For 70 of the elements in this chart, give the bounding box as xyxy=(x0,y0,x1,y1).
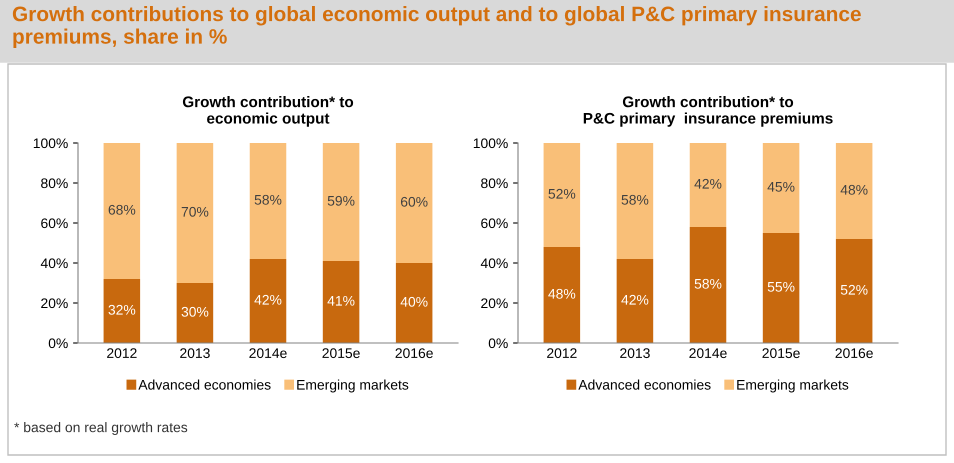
y-tick-label: 60% xyxy=(41,218,68,228)
bar xyxy=(762,233,800,343)
chart-title: Growth contribution* to economic output xyxy=(182,96,354,127)
y-tick-label: 0% xyxy=(48,338,68,348)
bar xyxy=(176,143,214,283)
legend-label: Advanced economies xyxy=(578,380,711,390)
text: 68% xyxy=(108,204,136,215)
text: 60% xyxy=(400,196,428,207)
chart-title: Growth contribution* to P&C primary insurance premiums xyxy=(584,96,833,127)
legend-label: Emerging markets xyxy=(297,380,408,392)
y-tick-label: 100% xyxy=(474,138,508,148)
y-tick-label: 0% xyxy=(488,338,508,348)
bar xyxy=(836,239,872,343)
bar xyxy=(690,143,726,227)
bar xyxy=(250,259,286,343)
text: 42% xyxy=(694,178,722,189)
x-tick-label: 2016e xyxy=(836,348,873,358)
text: 58% xyxy=(622,194,648,205)
bar xyxy=(544,247,580,343)
bar xyxy=(616,259,654,343)
text: 30% xyxy=(182,306,208,317)
bar xyxy=(176,283,214,343)
text: 42% xyxy=(621,294,648,305)
y-tick-label: 80% xyxy=(41,178,68,188)
y-tick-label: 60% xyxy=(481,218,508,228)
bar xyxy=(836,143,872,239)
legend-label: Emerging markets xyxy=(737,380,848,392)
text: Growth contributions to global economic output and to global P&C primary insurance premiums, share in % xyxy=(12,6,861,48)
text: 58% xyxy=(254,194,282,205)
y-tick-label: 40% xyxy=(40,258,68,268)
text: 59% xyxy=(328,196,354,206)
bar xyxy=(762,143,800,233)
x-tick-label: 2013 xyxy=(180,348,210,358)
x-tick-label: 2016e xyxy=(396,348,433,358)
text: 55% xyxy=(768,282,794,292)
x-tick-label: 2012 xyxy=(107,348,137,358)
y-tick-label: 20% xyxy=(481,298,508,308)
x-tick-label: 2015e xyxy=(322,348,360,358)
bar xyxy=(690,227,726,343)
text: 40% xyxy=(400,296,428,307)
bar xyxy=(396,143,432,263)
text: 42% xyxy=(254,294,282,305)
text: 70% xyxy=(182,206,208,217)
bar xyxy=(250,143,286,259)
bar xyxy=(104,143,140,279)
text: 48% xyxy=(548,288,576,299)
text: 41% xyxy=(327,296,354,306)
text: 45% xyxy=(767,182,794,192)
legend-label: Advanced economies xyxy=(138,380,271,390)
bar xyxy=(616,143,654,259)
bar xyxy=(104,279,140,343)
bar xyxy=(396,263,432,343)
text: 48% xyxy=(840,184,868,195)
bar xyxy=(322,143,360,261)
bar xyxy=(544,143,580,247)
text: 52% xyxy=(840,284,868,295)
y-tick-label: 20% xyxy=(41,298,68,308)
text: 32% xyxy=(108,304,136,315)
x-tick-label: 2015e xyxy=(762,348,800,358)
text: 52% xyxy=(548,188,576,199)
text: 58% xyxy=(694,278,722,289)
text: * based on real growth rates xyxy=(14,422,188,435)
y-tick-label: 40% xyxy=(480,258,508,268)
bar xyxy=(322,261,360,343)
y-tick-label: 80% xyxy=(481,178,508,188)
x-tick-label: 2014e xyxy=(249,348,287,358)
y-tick-label: 100% xyxy=(34,138,68,148)
x-tick-label: 2014e xyxy=(689,348,727,358)
x-tick-label: 2013 xyxy=(620,348,650,358)
x-tick-label: 2012 xyxy=(547,348,577,358)
